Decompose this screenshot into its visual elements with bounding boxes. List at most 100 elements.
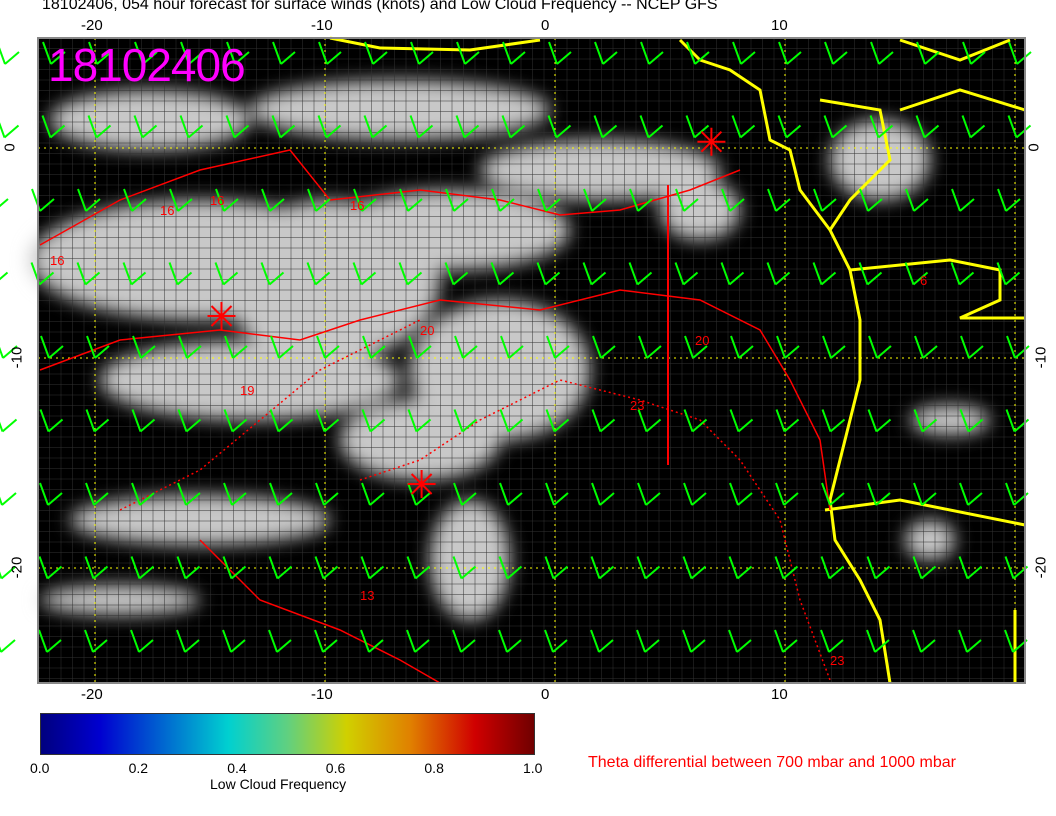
contour-label: 6 bbox=[920, 273, 927, 288]
wind-barb bbox=[639, 115, 664, 139]
colorbar-tick: 0.4 bbox=[227, 760, 247, 776]
wind-barb bbox=[410, 41, 434, 65]
wind-barb bbox=[87, 115, 112, 139]
contour-label: 16 bbox=[350, 198, 364, 213]
wind-barb bbox=[214, 262, 239, 286]
lon-tick-top: -20 bbox=[81, 17, 103, 34]
colorbar-label: Low Cloud Frequency bbox=[210, 776, 347, 792]
wind-barb bbox=[453, 409, 478, 433]
star-marker bbox=[697, 127, 726, 156]
wind-barb bbox=[591, 409, 616, 433]
contour-label: 13 bbox=[360, 588, 374, 603]
wind-barb bbox=[131, 482, 155, 506]
wind-barb bbox=[720, 262, 745, 286]
theta-note: Theta differential between 700 mbar and … bbox=[588, 754, 956, 771]
wind-barb bbox=[177, 482, 201, 506]
wind-barb bbox=[453, 482, 477, 506]
lon-tick-top: -10 bbox=[311, 17, 333, 34]
contour-label: 16 bbox=[210, 193, 224, 208]
wind-barb bbox=[545, 482, 569, 506]
wind-barb bbox=[215, 188, 239, 212]
lon-tick-bottom: -20 bbox=[81, 686, 103, 703]
wind-barb bbox=[500, 335, 524, 359]
cloud-patch bbox=[905, 520, 955, 560]
wind-barb bbox=[916, 41, 940, 65]
wind-barb bbox=[912, 556, 937, 580]
wind-barb bbox=[731, 115, 756, 139]
wind-barb bbox=[398, 262, 423, 286]
wind-barb bbox=[498, 556, 523, 580]
wind-barb bbox=[223, 409, 248, 433]
wind-barb bbox=[123, 188, 147, 212]
wind-barb bbox=[502, 41, 526, 65]
map-title: 18102406, 054 hour forecast for surface … bbox=[42, 0, 718, 13]
star-marker bbox=[407, 470, 436, 498]
wind-barb bbox=[536, 262, 561, 286]
wind-barb bbox=[767, 188, 791, 212]
wind-barb bbox=[0, 198, 9, 208]
lat-tick-right: -10 bbox=[1032, 346, 1050, 369]
wind-barb bbox=[406, 556, 431, 580]
wind-barb bbox=[950, 262, 975, 286]
wind-barb bbox=[444, 262, 469, 286]
wind-barb bbox=[270, 335, 294, 359]
colorbar bbox=[40, 713, 535, 755]
wind-barb bbox=[590, 629, 614, 653]
wind-barb bbox=[775, 482, 799, 506]
wind-barb bbox=[360, 629, 384, 653]
wind-barb bbox=[640, 41, 664, 65]
wind-barb bbox=[86, 335, 110, 359]
lon-tick-top: 10 bbox=[771, 17, 788, 34]
cloud-patch bbox=[830, 120, 930, 200]
wind-barb bbox=[42, 41, 66, 65]
wind-barb bbox=[362, 335, 386, 359]
wind-barb bbox=[269, 409, 294, 433]
wind-barb bbox=[168, 262, 193, 286]
wind-barb bbox=[867, 482, 891, 506]
wind-barb bbox=[813, 188, 837, 212]
wind-barb bbox=[180, 41, 204, 65]
wind-barb bbox=[866, 629, 890, 653]
wind-barb bbox=[260, 262, 285, 286]
wind-barb bbox=[176, 556, 201, 580]
wind-barb bbox=[774, 629, 798, 653]
wind-barb bbox=[822, 335, 846, 359]
colorbar-tick: 0.2 bbox=[128, 760, 149, 776]
wind-barb bbox=[674, 262, 699, 286]
wind-barb bbox=[732, 41, 756, 65]
wind-barb bbox=[636, 556, 661, 580]
wind-barb bbox=[637, 482, 661, 506]
lon-tick-top: 0 bbox=[541, 17, 550, 34]
wind-barb bbox=[866, 556, 891, 580]
lat-tick-left: -10 bbox=[8, 346, 26, 369]
wind-barb bbox=[407, 409, 432, 433]
wind-barb bbox=[85, 482, 109, 506]
wind-barb bbox=[0, 418, 18, 433]
cloud-patch bbox=[40, 585, 200, 615]
wind-barb bbox=[958, 556, 983, 580]
wind-barb bbox=[824, 41, 848, 65]
wind-barb bbox=[545, 409, 570, 433]
wind-barb bbox=[775, 409, 800, 433]
wind-barb bbox=[177, 409, 202, 433]
wind-barb bbox=[176, 629, 200, 653]
contour-label: 16 bbox=[160, 203, 174, 218]
lat-tick-right: -20 bbox=[1032, 556, 1050, 579]
cloud-patch bbox=[660, 180, 740, 240]
wind-barb bbox=[777, 115, 802, 139]
contour-label: 16 bbox=[50, 253, 64, 268]
wind-barb bbox=[0, 345, 18, 359]
wind-barb bbox=[353, 188, 377, 212]
wind-barb bbox=[130, 629, 154, 653]
wind-barb bbox=[546, 335, 570, 359]
wind-barb bbox=[778, 41, 802, 65]
wind-barb bbox=[547, 115, 572, 139]
lat-tick-left: -20 bbox=[8, 556, 26, 579]
wind-barb bbox=[169, 188, 193, 212]
wind-barb bbox=[591, 482, 615, 506]
low-cloud-field bbox=[30, 80, 990, 620]
markers bbox=[207, 127, 726, 498]
wind-barb bbox=[409, 115, 434, 139]
wind-barb bbox=[307, 188, 331, 212]
cloud-patch bbox=[340, 400, 500, 480]
